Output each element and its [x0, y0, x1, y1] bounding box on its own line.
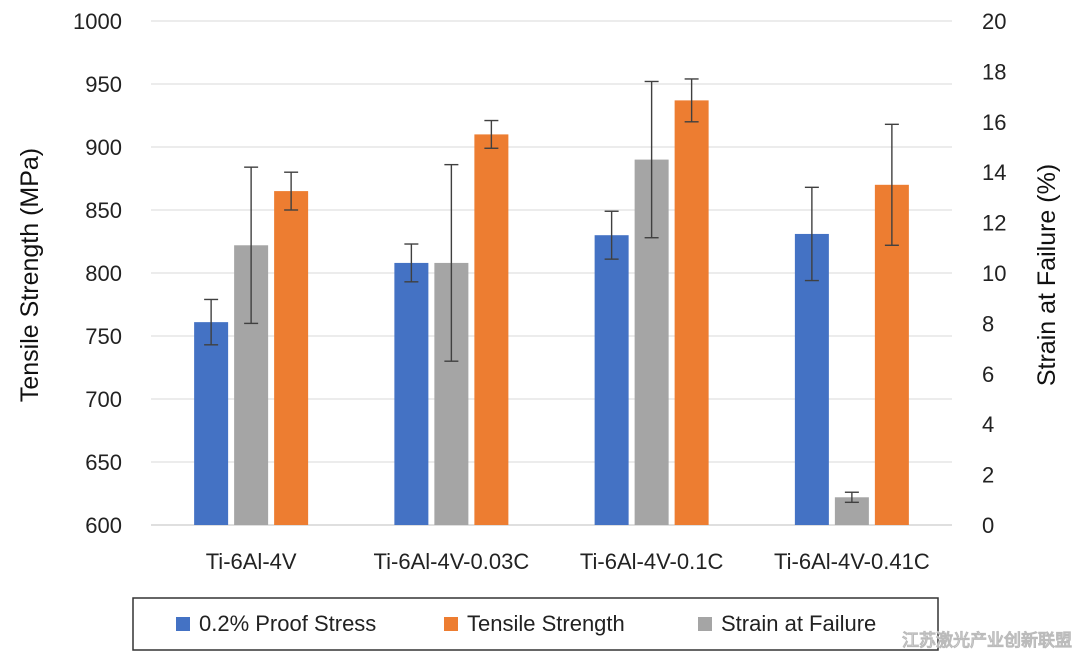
error-bar [604, 210, 619, 260]
error-bar [444, 163, 459, 362]
y-tick-label: 750 [85, 324, 122, 349]
y2-tick-label: 12 [982, 211, 1006, 236]
y2-tick-label: 2 [982, 463, 994, 488]
y-tick-label: 700 [85, 387, 122, 412]
error-bar [684, 78, 699, 123]
error-bar [884, 123, 899, 246]
legend-swatch [698, 617, 712, 631]
error-bars [204, 78, 899, 504]
y-tick-label: 800 [85, 261, 122, 286]
legend-label: Tensile Strength [467, 611, 625, 636]
y-axis-label: Tensile Strength (MPa) [16, 148, 44, 402]
error-bar [244, 166, 259, 325]
y-tick-label: 950 [85, 72, 122, 97]
error-bar [404, 243, 419, 283]
y2-tick-label: 8 [982, 311, 994, 336]
error-bar [844, 491, 859, 504]
bar-tensile-strength [674, 100, 709, 525]
y2-axis-label: Strain at Failure (%) [1033, 164, 1061, 386]
y-tick-label: 600 [85, 513, 122, 538]
error-bar [804, 186, 819, 282]
legend-box [132, 597, 939, 651]
legend: 0.2% Proof Stress Tensile Strength Strain … [132, 597, 939, 651]
y2-tick-label: 6 [982, 362, 994, 387]
x-tick-label: Ti-6Al-4V [206, 549, 297, 574]
x-axis-ticks: Ti-6Al-4V Ti-6Al-4V-0.03C Ti-6Al-4V-0.1C Ti… [206, 549, 930, 574]
x-tick-label: Ti-6Al-4V-0.1C [580, 549, 724, 574]
y2-tick-label: 16 [982, 110, 1006, 135]
bar-tensile-strength [274, 191, 309, 525]
error-bar [484, 119, 499, 149]
error-bar [204, 298, 219, 346]
watermark: 江苏激光产业创新联盟 [902, 630, 1072, 651]
y-tick-label: 650 [85, 450, 122, 475]
x-tick-label: Ti-6Al-4V-0.03C [374, 549, 530, 574]
bars [194, 100, 909, 526]
y2-tick-label: 14 [982, 160, 1006, 185]
bar-0-2-proof-stress [194, 322, 229, 525]
bar-0-2-proof-stress [794, 233, 829, 525]
error-bar [284, 171, 299, 211]
y2-tick-label: 4 [982, 412, 994, 437]
y2-tick-label: 0 [982, 513, 994, 538]
y2-tick-label: 20 [982, 9, 1006, 34]
bar-0-2-proof-stress [594, 235, 629, 525]
y-tick-label: 900 [85, 135, 122, 160]
y2-tick-label: 10 [982, 261, 1006, 286]
y2-axis-ticks: 0 2 4 6 8 10 12 14 16 18 20 [982, 9, 1006, 538]
y-tick-label: 1000 [73, 9, 122, 34]
legend-label: 0.2% Proof Stress [199, 611, 376, 636]
gridlines [151, 20, 952, 526]
legend-swatch [176, 617, 190, 631]
x-tick-label: Ti-6Al-4V-0.41C [774, 549, 930, 574]
error-bar [644, 80, 659, 239]
y-axis-ticks: 600 650 700 750 800 850 900 950 1000 [73, 9, 122, 538]
y-tick-label: 850 [85, 198, 122, 223]
legend-swatch [444, 617, 458, 631]
y2-tick-label: 18 [982, 59, 1006, 84]
bar-0-2-proof-stress [394, 262, 429, 525]
legend-label: Strain at Failure [721, 611, 876, 636]
bar-tensile-strength [474, 134, 509, 525]
